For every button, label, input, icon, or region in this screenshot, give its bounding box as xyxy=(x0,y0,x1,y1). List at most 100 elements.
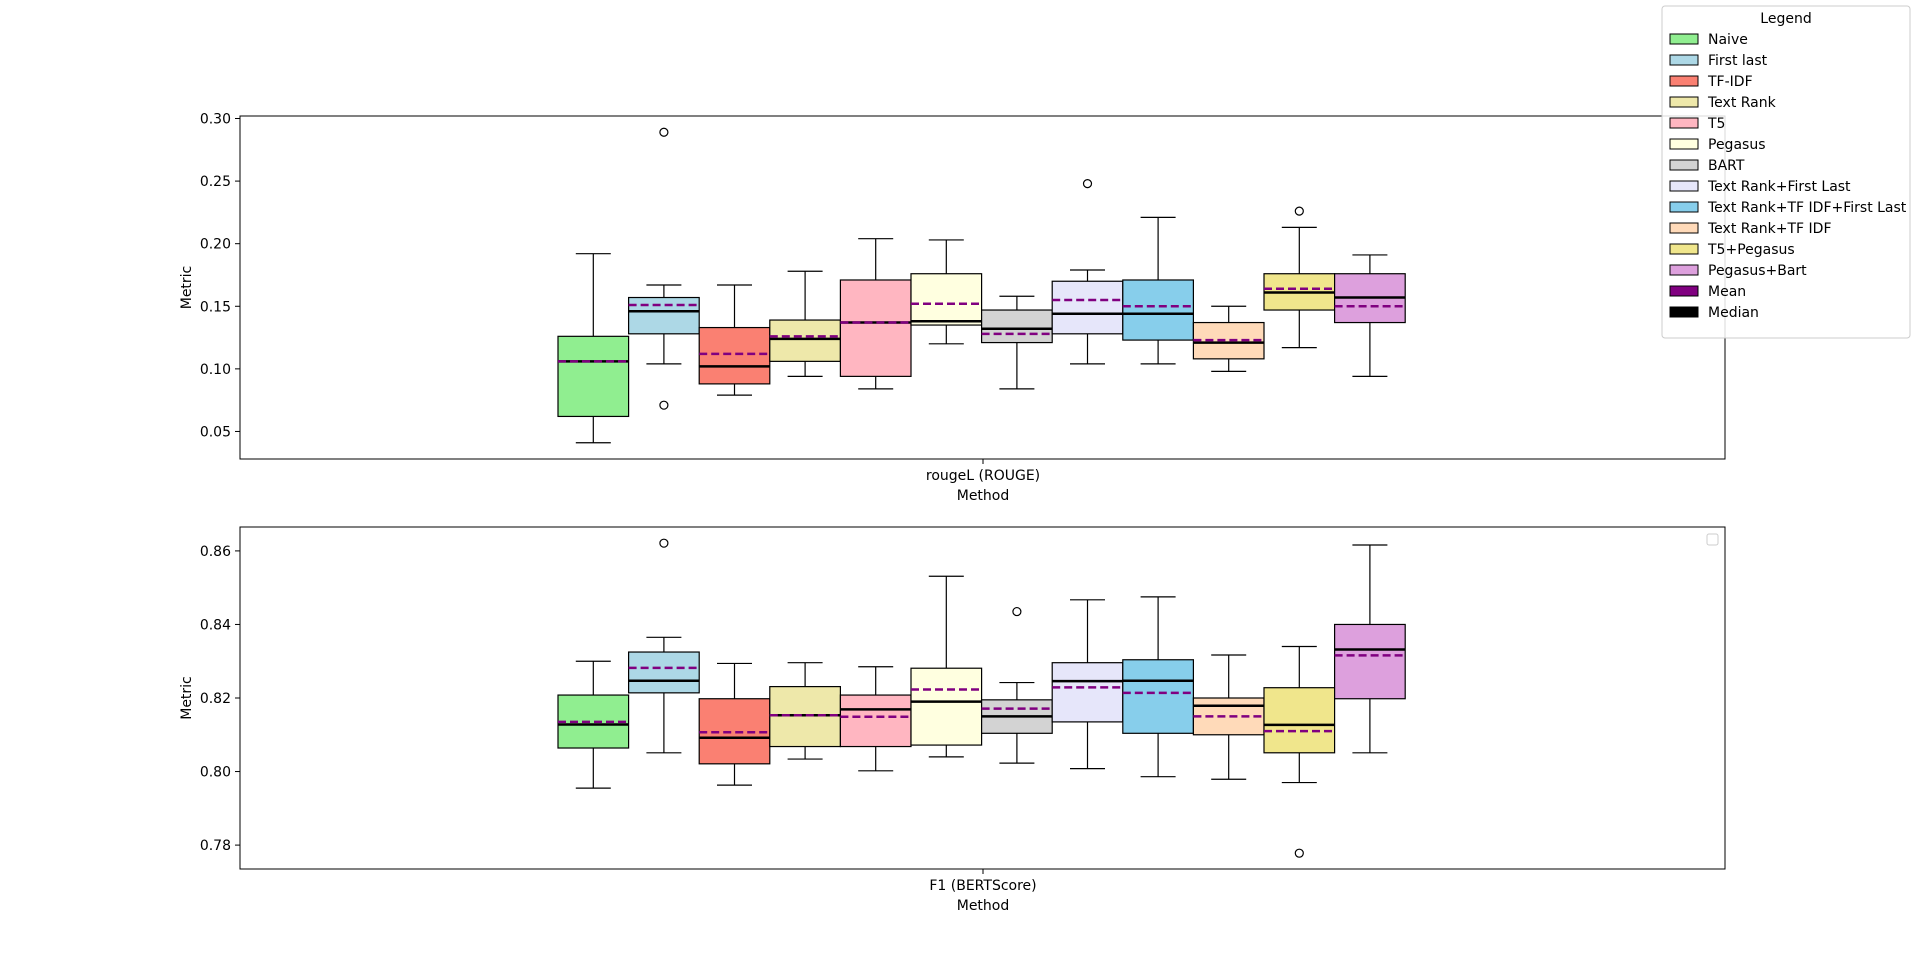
legend-swatch xyxy=(1669,201,1699,213)
box-naive xyxy=(557,253,630,444)
legend-title: Legend xyxy=(1760,11,1811,27)
y-axis-label: Metric xyxy=(179,266,195,310)
legend-swatch xyxy=(1669,96,1699,108)
subplot-1: 0.05 0.10 0.15 0.20 0.25 0.30 rougeL (ROUGE) Me… xyxy=(179,112,1726,504)
outlier-point xyxy=(1294,206,1304,216)
legend-label: Text Rank+TF IDF+First Last xyxy=(1707,200,1907,216)
box-t5-pegasus xyxy=(1263,206,1336,349)
box-body xyxy=(1333,623,1406,700)
box-t5 xyxy=(839,238,912,390)
legend-label: Text Rank+First Last xyxy=(1707,179,1851,195)
y-tick-label: 0.84 xyxy=(200,617,231,633)
y-tick-label: 0.80 xyxy=(200,765,231,781)
outlier-point xyxy=(1012,606,1022,617)
outlier-point xyxy=(659,538,669,548)
legend-label: Text Rank+TF IDF xyxy=(1707,221,1832,237)
legend-label: Text Rank xyxy=(1707,95,1777,111)
legend-entry: Pegasus xyxy=(1669,137,1765,153)
legend-swatch xyxy=(1669,243,1699,255)
outlier-point xyxy=(1082,178,1093,189)
subplot-2: 0.78 0.80 0.82 0.84 0.86 F1 (BERTScore) Method… xyxy=(179,526,1726,914)
legend-label: T5 xyxy=(1707,116,1725,132)
box-text-rank xyxy=(769,270,841,377)
legend-swatch xyxy=(1669,75,1699,87)
box-body xyxy=(1051,662,1124,723)
box-text-rank-tf-idf-first-last xyxy=(1122,216,1195,365)
x-axis-label: Method xyxy=(957,488,1010,504)
legend-swatch xyxy=(1669,117,1699,129)
legend-swatch xyxy=(1669,54,1699,66)
y-axis-label: Metric xyxy=(179,676,195,720)
box-text-rank-tf-idf xyxy=(1192,654,1265,780)
box-tf-idf xyxy=(698,662,771,786)
box-body xyxy=(769,685,841,748)
box-pegasus xyxy=(910,575,983,758)
box-body xyxy=(1263,687,1336,754)
legend-entry: Text Rank+First Last xyxy=(1669,179,1851,195)
legend-entry: Pegasus+Bart xyxy=(1669,263,1807,279)
legend-swatch xyxy=(1669,285,1699,297)
legend-entry: T5+Pegasus xyxy=(1669,242,1795,258)
legend-label: Mean xyxy=(1708,284,1746,300)
legend-frame xyxy=(1661,5,1911,339)
legend-label: Pegasus xyxy=(1708,137,1765,153)
box-text-rank-tf-idf xyxy=(1192,305,1265,372)
y-tick-label: 0.20 xyxy=(200,237,231,253)
empty-legend-box xyxy=(1706,533,1719,546)
box-pegasus xyxy=(910,239,983,345)
legend-swatch xyxy=(1669,180,1699,192)
legend-swatch xyxy=(1669,159,1699,171)
box-text-rank xyxy=(769,662,841,760)
box-body xyxy=(1122,279,1195,341)
y-tick-label: 0.10 xyxy=(200,362,231,378)
box-body xyxy=(980,309,1053,344)
box-body xyxy=(769,319,841,362)
legend-label: Naive xyxy=(1708,32,1748,48)
legend-swatch xyxy=(1669,222,1699,234)
box-naive xyxy=(557,660,630,789)
y-tick-label: 0.86 xyxy=(200,544,231,560)
legend-entry: First last xyxy=(1669,53,1768,69)
box-t5-pegasus xyxy=(1263,645,1336,858)
box-first-last xyxy=(627,538,700,754)
legend-swatch xyxy=(1669,306,1699,318)
box-pegasus-bart xyxy=(1333,254,1406,377)
box-tf-idf xyxy=(698,284,771,396)
legend-entry: Text Rank+TF IDF+First Last xyxy=(1669,200,1907,216)
box-text-rank-first-last xyxy=(1051,599,1124,770)
legend-label: T5+Pegasus xyxy=(1707,242,1795,258)
box-body xyxy=(698,326,771,385)
legend-entry: Naive xyxy=(1669,32,1748,48)
legend-label: Median xyxy=(1708,305,1759,321)
legend-entry: TF-IDF xyxy=(1669,74,1753,90)
x-axis-label: Method xyxy=(957,898,1010,914)
legend-entry: T5 xyxy=(1669,116,1725,132)
legend-entry: BART xyxy=(1669,158,1745,174)
box-pegasus-bart xyxy=(1333,544,1406,754)
box-body xyxy=(1192,697,1265,736)
y-tick-label: 0.25 xyxy=(200,174,231,190)
box-first-last xyxy=(627,127,700,410)
outlier-point xyxy=(659,127,669,137)
box-body xyxy=(839,694,912,748)
box-body xyxy=(839,279,912,377)
legend-label: Pegasus+Bart xyxy=(1708,263,1807,279)
box-body xyxy=(627,296,700,335)
legend-swatch xyxy=(1669,264,1699,276)
outlier-point xyxy=(659,400,669,410)
y-tick-label: 0.05 xyxy=(200,424,231,440)
box-body xyxy=(557,335,630,418)
legend: Legend Naive First last TF-IDF Text Rank T5 Pe… xyxy=(1661,5,1911,339)
box-body xyxy=(1051,280,1124,335)
box-body xyxy=(627,651,700,694)
box-bart xyxy=(980,295,1053,390)
y-tick-label: 0.15 xyxy=(200,299,231,315)
legend-entry: Text Rank xyxy=(1669,95,1777,111)
legend-entry: Text Rank+TF IDF xyxy=(1669,221,1832,237)
legend-entry: Mean xyxy=(1669,284,1746,300)
box-bart xyxy=(980,606,1053,764)
y-tick-label: 0.78 xyxy=(200,838,231,854)
y-tick-label: 0.30 xyxy=(200,112,231,128)
legend-label: TF-IDF xyxy=(1707,74,1753,90)
